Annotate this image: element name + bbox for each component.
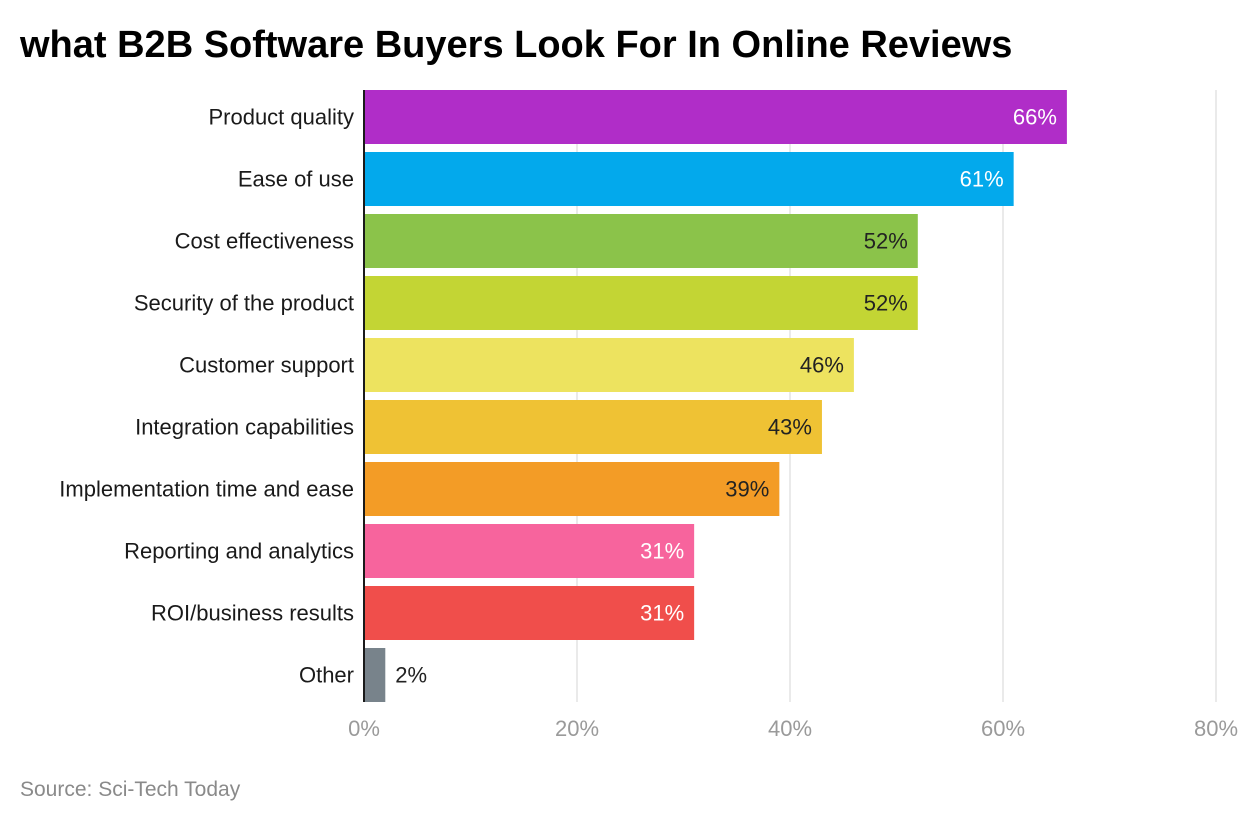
- value-label: 66%: [1013, 105, 1057, 130]
- x-tick-label: 40%: [768, 716, 812, 741]
- value-label: 52%: [864, 291, 908, 316]
- value-label: 52%: [864, 229, 908, 254]
- category-labels: Product quality Ease of use Cost effective…: [59, 105, 354, 688]
- x-axis-ticks: 0% 20% 40% 60% 80%: [348, 716, 1238, 741]
- value-label: 31%: [640, 539, 684, 564]
- bar: [364, 338, 854, 392]
- category-label: Other: [299, 663, 354, 688]
- bar: [364, 152, 1014, 206]
- bar: [364, 400, 822, 454]
- category-label: Reporting and analytics: [124, 539, 354, 564]
- value-label: 46%: [800, 353, 844, 378]
- value-label: 61%: [960, 167, 1004, 192]
- chart-title: what B2B Software Buyers Look For In Onl…: [20, 24, 1013, 66]
- category-label: Ease of use: [238, 167, 354, 192]
- category-label: Cost effectiveness: [175, 229, 354, 254]
- category-label: Product quality: [208, 105, 354, 130]
- bar: [364, 276, 918, 330]
- category-label: Implementation time and ease: [59, 477, 354, 502]
- bars: 66% 61% 52% 52% 46% 43% 39% 31% 31% 2%: [364, 90, 1067, 702]
- category-label: Customer support: [179, 353, 354, 378]
- x-tick-label: 20%: [555, 716, 599, 741]
- category-label: Security of the product: [134, 291, 354, 316]
- bar: [364, 524, 695, 578]
- bar: [364, 214, 918, 268]
- bar: [364, 90, 1067, 144]
- source-note: Source: Sci-Tech Today: [20, 778, 241, 801]
- x-tick-label: 60%: [981, 716, 1025, 741]
- bar: [364, 586, 695, 640]
- bar: [364, 648, 386, 702]
- category-label: Integration capabilities: [135, 415, 354, 440]
- x-tick-label: 0%: [348, 716, 380, 741]
- x-tick-label: 80%: [1194, 716, 1238, 741]
- value-label: 31%: [640, 601, 684, 626]
- value-label: 39%: [725, 477, 769, 502]
- value-label: 43%: [768, 415, 812, 440]
- value-label: 2%: [395, 663, 427, 688]
- category-label: ROI/business results: [151, 601, 354, 626]
- bar: [364, 462, 780, 516]
